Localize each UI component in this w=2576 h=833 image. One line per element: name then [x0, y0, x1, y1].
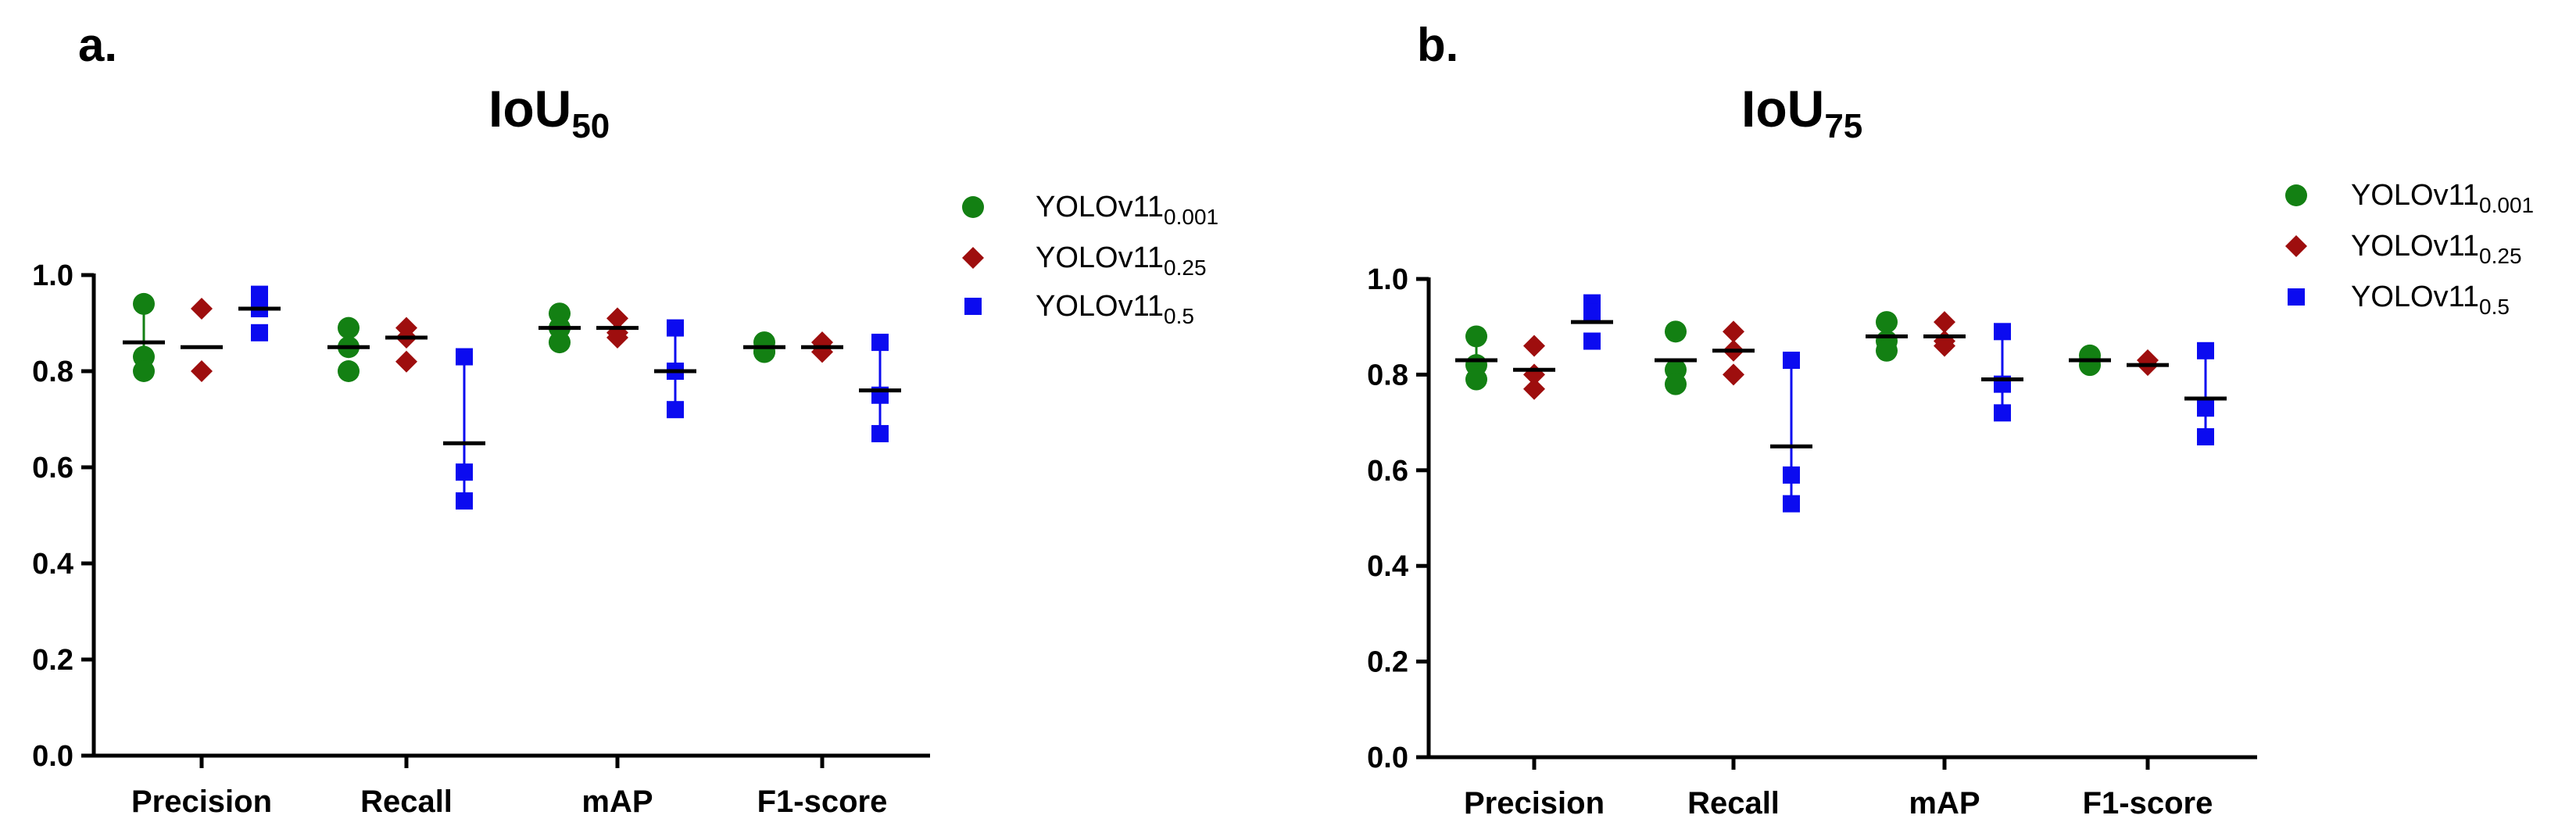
- data-point: [251, 324, 268, 341]
- y-tick-label: 0.4: [1367, 550, 1408, 583]
- data-point: [1465, 368, 1487, 391]
- x-tick-label: F1-score: [757, 785, 888, 819]
- y-tick-label: 0.8: [1367, 359, 1408, 391]
- legend-label-main: YOLOv11: [1036, 290, 1164, 323]
- data-point: [395, 350, 417, 373]
- x-tick-label: mAP: [1909, 786, 1980, 820]
- data-point: [606, 307, 628, 330]
- legend-marker: [2288, 288, 2305, 306]
- data-point: [1783, 466, 1800, 484]
- x-tick-label: mAP: [581, 785, 653, 819]
- data-point: [1994, 323, 2011, 341]
- legend-label: YOLOv110.25: [2351, 230, 2522, 268]
- y-tick-label: 0.6: [32, 452, 73, 484]
- data-point: [1783, 495, 1800, 513]
- data-point: [2197, 399, 2214, 417]
- legend-label: YOLOv110.001: [1036, 191, 1218, 229]
- y-tick-label: 0.4: [32, 548, 73, 581]
- chart-title-main: IoU: [1741, 80, 1824, 138]
- data-point: [1523, 334, 1545, 357]
- panel-label: b.: [1417, 19, 1458, 71]
- chart-iou75: b. IoU75 0.0 0.2 0.4 0.6 0.8 1.0 Precision Recall…: [1367, 19, 2534, 820]
- legend-label-subscript: 0.25: [1164, 256, 1207, 280]
- data-point: [251, 285, 268, 303]
- legend-marker: [2285, 235, 2307, 257]
- data-point: [1783, 352, 1800, 370]
- chart-iou50: a. IoU50 0.0 0.2 0.4 0.6 0.8 1.0 Precision Recall…: [32, 19, 1218, 819]
- y-tick-label: 1.0: [32, 259, 73, 292]
- data-point: [1523, 377, 1545, 400]
- legend-label-main: YOLOv11: [2351, 230, 2479, 263]
- data-point: [1934, 311, 1955, 334]
- y-tick-label: 0.2: [1367, 646, 1408, 679]
- data-point: [549, 331, 571, 354]
- legend-label-main: YOLOv11: [1036, 191, 1164, 223]
- chart-title-main: IoU: [488, 80, 571, 138]
- data-point: [1723, 320, 1744, 343]
- legend-label-subscript: 0.001: [1164, 205, 1218, 229]
- legend-label: YOLOv110.5: [1036, 290, 1194, 328]
- panel-a: a. IoU50 0.0 0.2 0.4 0.6 0.8 1.0 Precision Recall…: [32, 19, 1218, 819]
- x-tick-label: Precision: [1464, 786, 1605, 820]
- data-point: [1583, 332, 1601, 350]
- y-tick-label: 0.2: [32, 644, 73, 677]
- chart-title: IoU50: [488, 80, 610, 145]
- legend-label: YOLOv110.001: [2351, 179, 2534, 217]
- data-point: [2197, 427, 2214, 445]
- data-point: [191, 360, 213, 382]
- legend-label-main: YOLOv11: [2351, 179, 2479, 212]
- panel-label: a.: [78, 19, 117, 71]
- data-point: [2197, 341, 2214, 359]
- legend-label-subscript: 0.25: [2479, 244, 2522, 268]
- legend-marker: [2285, 184, 2307, 206]
- x-tick-label: Recall: [1687, 786, 1780, 820]
- data-point: [753, 341, 775, 363]
- data-point: [456, 348, 473, 366]
- data-point: [338, 360, 360, 382]
- data-point: [1934, 334, 1955, 357]
- chart-title: IoU75: [1741, 80, 1862, 145]
- data-point: [133, 292, 155, 315]
- chart-title-subscript: 50: [571, 107, 610, 145]
- data-point: [2079, 354, 2101, 377]
- chart-title-subscript: 75: [1824, 107, 1862, 145]
- data-point: [133, 360, 155, 382]
- data-point: [1723, 363, 1744, 386]
- data-point: [871, 334, 889, 352]
- data-point: [191, 298, 213, 320]
- data-point: [1665, 320, 1687, 343]
- y-tick-label: 1.0: [1367, 263, 1408, 296]
- x-tick-label: F1-score: [2083, 786, 2213, 820]
- legend-label-main: YOLOv11: [1036, 241, 1164, 274]
- y-tick-label: 0.0: [32, 740, 73, 773]
- data-point: [871, 424, 889, 442]
- y-tick-label: 0.8: [32, 356, 73, 388]
- data-point: [1583, 303, 1601, 321]
- data-point: [1994, 404, 2011, 422]
- legend-label-subscript: 0.001: [2479, 193, 2534, 217]
- legend-marker: [962, 196, 984, 218]
- legend-label-main: YOLOv11: [2351, 281, 2479, 313]
- data-point: [1465, 325, 1487, 348]
- data-point: [606, 326, 628, 349]
- y-tick-label: 0.0: [1367, 742, 1408, 774]
- data-point: [456, 492, 473, 510]
- panel-b: b. IoU75 0.0 0.2 0.4 0.6 0.8 1.0 Precision Recall…: [1288, 0, 2576, 833]
- data-point: [338, 316, 360, 339]
- legend-label: YOLOv110.25: [1036, 241, 1207, 280]
- data-point: [1876, 311, 1898, 334]
- legend-marker: [962, 247, 984, 269]
- data-point: [1665, 373, 1687, 395]
- legend-marker: [964, 298, 982, 315]
- data-point: [667, 401, 684, 419]
- data-point: [667, 319, 684, 337]
- x-tick-label: Precision: [131, 785, 272, 819]
- x-tick-label: Recall: [360, 785, 453, 819]
- legend-label: YOLOv110.5: [2351, 281, 2510, 319]
- legend-label-subscript: 0.5: [2479, 295, 2510, 319]
- y-tick-label: 0.6: [1367, 455, 1408, 488]
- legend-label-subscript: 0.5: [1164, 304, 1194, 328]
- data-point: [456, 463, 473, 481]
- data-point: [1876, 339, 1898, 362]
